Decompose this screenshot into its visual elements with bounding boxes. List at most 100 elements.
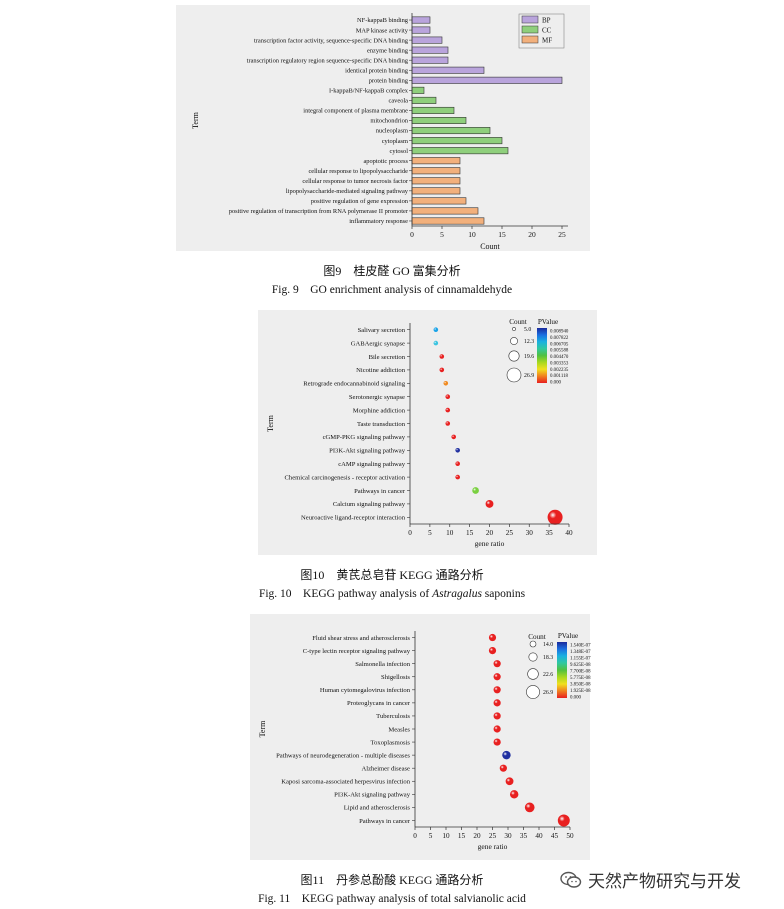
- fig9-caption-en: Fig. 9 GO enrichment analysis of cinnama…: [271, 284, 513, 296]
- fig11-bubble: [493, 699, 501, 707]
- fig10-bubble: [455, 474, 460, 480]
- fig9-category-label: integral component of plasma membrane: [303, 108, 408, 115]
- fig9-x-tick-label: 20: [528, 230, 536, 239]
- fig10-x-tick-label: 15: [466, 529, 474, 537]
- fig9-legend-label: MF: [542, 37, 552, 45]
- fig10-colorbar-label: 0.000: [550, 381, 562, 386]
- fig10-colorbar: [537, 328, 547, 383]
- fig11-color-legend-title: PValue: [558, 632, 578, 640]
- fig11-x-tick-label: 5: [429, 832, 433, 840]
- fig10-size-legend-circle: [510, 337, 518, 345]
- fig10-kegg-bubble-chart: Salivary secretion GABAergic synapse Bile …: [266, 318, 573, 548]
- fig9-legend-swatch: [521, 15, 539, 24]
- fig11-colorbar-label: 5.775E-08: [570, 676, 591, 681]
- fig10-x-tick-label: 0: [408, 529, 412, 537]
- fig11-category-label: PI3K-Akt signaling pathway: [334, 792, 411, 799]
- fig10-category-label: Pathways in cancer: [354, 488, 406, 495]
- fig10-size-legend-label: 19.6: [524, 354, 534, 360]
- fig11-bubble: [557, 814, 570, 827]
- fig9-bar: [411, 66, 485, 74]
- fig11-category-label: Human cytomegalovirus infection: [320, 687, 411, 694]
- fig9-category-label: cytoplasm: [382, 138, 408, 145]
- fig10-category-label: Neuroactive ligand-receptor interaction: [301, 515, 406, 522]
- fig11-x-axis-label: gene ratio: [478, 842, 508, 851]
- fig10-x-tick-label: 20: [486, 529, 494, 537]
- fig11-colorbar-label: 1.155E-07: [570, 657, 591, 662]
- fig9-category-label: transcription factor activity, sequence-…: [254, 37, 409, 44]
- fig10-category-label: Retrograde endocannabinoid signaling: [303, 381, 406, 388]
- fig11-size-legend-circle: [528, 652, 538, 662]
- fig10-bubble: [433, 340, 439, 346]
- fig11-category-label: Fluid shear stress and atherosclerosis: [312, 635, 410, 642]
- fig11-category-label: Pathways of neurodegeneration - multiple…: [276, 752, 410, 759]
- fig9-category-label: MAP kinase activity: [356, 27, 409, 34]
- watermark-text: 天然产物研究与开发: [588, 872, 741, 892]
- fig10-x-tick-label: 30: [526, 529, 534, 537]
- fig11-bubble: [509, 790, 519, 799]
- fig11-bubble: [488, 633, 497, 642]
- fig9-category-label: lipopolysaccharide-mediated signaling pa…: [286, 188, 409, 195]
- fig10-x-tick-label: 5: [428, 529, 432, 537]
- fig11-category-label: Salmonella infection: [355, 661, 410, 668]
- fig9-x-tick-label: 25: [558, 230, 566, 239]
- fig10-category-label: Salivary secretion: [358, 327, 406, 334]
- fig9-category-label: inflammatory response: [349, 218, 408, 225]
- fig10-size-legend-label: 5.0: [524, 327, 531, 333]
- fig11-colorbar-label: 3.850E-08: [570, 683, 591, 688]
- fig11-x-tick-label: 0: [413, 832, 417, 840]
- fig11-size-legend-circle: [526, 685, 540, 699]
- fig9-bar: [411, 187, 461, 195]
- fig10-x-tick-label: 40: [565, 529, 573, 537]
- fig9-bar: [411, 197, 467, 205]
- fig10-size-legend-label: 26.9: [524, 373, 534, 379]
- fig11-colorbar-label: 1.348E-07: [570, 650, 591, 655]
- fig10-bubble: [445, 407, 451, 413]
- fig11-colorbar-label: 1.540E-07: [570, 644, 591, 649]
- fig10-colorbar-label: 0.001118: [550, 374, 569, 379]
- fig9-bar: [411, 207, 479, 215]
- fig10-bubble: [439, 367, 445, 373]
- fig11-size-legend-label: 14.0: [543, 642, 553, 648]
- fig10-category-label: Taste transduction: [357, 421, 406, 428]
- fig11-bubble: [499, 764, 507, 772]
- fig9-bar: [411, 26, 431, 34]
- fig10-bubble: [439, 354, 445, 359]
- fig11-x-tick-label: 45: [551, 832, 559, 840]
- fig9-bar: [411, 106, 455, 114]
- fig9-x-tick-label: 15: [498, 230, 506, 239]
- fig11-category-label: Lipid and atherosclerosis: [344, 805, 411, 812]
- fig11-x-tick-label: 20: [473, 832, 481, 840]
- fig9-y-axis-label: Term: [191, 111, 200, 129]
- fig11-size-legend-circle: [529, 640, 537, 648]
- fig11-category-label: Alzheimer disease: [361, 766, 410, 773]
- fig9-category-label: I-kappaB/NF-kappaB complex: [329, 88, 409, 95]
- fig10-size-legend-circle: [508, 350, 520, 362]
- fig10-category-label: cGMP-PKG signaling pathway: [323, 434, 406, 441]
- fig9-legend-box: [518, 13, 565, 49]
- fig10-category-label: PI3K-Akt signaling pathway: [329, 448, 406, 455]
- fig11-x-tick-label: 10: [442, 832, 450, 840]
- fig9-category-label: enzyme binding: [367, 47, 409, 54]
- fig11-bubble: [505, 777, 514, 786]
- fig11-colorbar: [557, 642, 567, 698]
- fig11-category-label: Toxoplasmosis: [371, 739, 411, 746]
- fig11-size-legend-circle: [527, 668, 539, 680]
- fig10-category-label: Serotonergic synapse: [349, 394, 405, 401]
- fig11-caption-en: Fig. 11 KEGG pathway analysis of total s…: [258, 893, 526, 905]
- fig9-x-tick-label: 5: [440, 230, 444, 239]
- fig11-size-legend-label: 18.3: [543, 655, 553, 661]
- fig10-size-legend-label: 12.3: [524, 339, 534, 345]
- fig11-size-legend-label: 26.9: [543, 690, 553, 696]
- fig10-bubble: [547, 509, 563, 525]
- fig11-bubble: [493, 673, 501, 681]
- fig10-bubble: [443, 381, 449, 386]
- fig9-bar: [411, 16, 431, 24]
- fig10-category-label: Calcium signaling pathway: [333, 501, 406, 508]
- fig9-x-tick-label: 0: [410, 230, 414, 239]
- fig10-size-legend-circle: [506, 367, 522, 383]
- fig9-go-bar-chart: NF-kappaB binding MAP kinase activity tran…: [191, 13, 568, 251]
- fig11-category-label: Pathways in cancer: [359, 818, 411, 825]
- fig11-bubble: [488, 647, 497, 655]
- fig9-bar: [411, 86, 425, 94]
- fig10-colorbar-label: 0.007822: [550, 336, 569, 341]
